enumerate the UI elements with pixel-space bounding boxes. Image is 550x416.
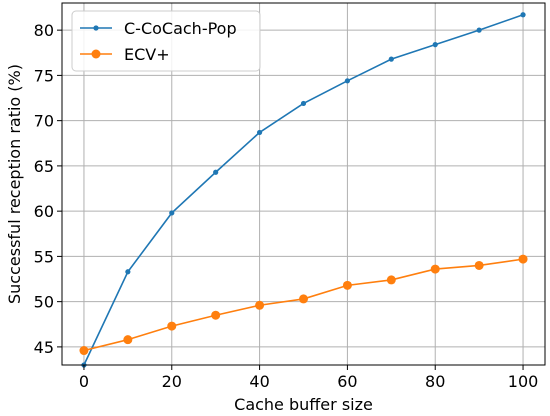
legend-label: ECV+ [124, 45, 170, 64]
y-tick-label: 80 [34, 21, 54, 40]
series-ecv-plus [79, 254, 528, 356]
y-tick-label: 75 [34, 66, 54, 85]
data-point [430, 264, 440, 274]
data-point [432, 42, 438, 48]
legend: C-CoCach-Pop ECV+ [71, 10, 261, 72]
legend-label: C-CoCach-Pop [124, 19, 237, 38]
y-tick-label: 70 [34, 112, 54, 131]
data-point [344, 78, 351, 84]
x-tick-label: 40 [249, 372, 269, 391]
series-line [83, 258, 524, 352]
x-tick-label: 60 [337, 372, 357, 391]
x-tick-label: 0 [79, 372, 89, 391]
data-point [299, 294, 308, 304]
data-point [476, 27, 482, 33]
legend-swatch-marker [91, 49, 101, 59]
data-point [213, 169, 219, 175]
plot-frame [61, 2, 546, 366]
x-tick-label: 100 [508, 372, 539, 391]
data-point [167, 321, 177, 331]
y-tick-label: 50 [34, 293, 54, 312]
data-point [342, 280, 352, 290]
data-point [388, 56, 394, 62]
data-point [474, 260, 484, 270]
legend-item: ECV+ [80, 45, 170, 64]
ticks: 0 20 40 60 80 100 45 50 55 60 65 70 75 80 [34, 21, 539, 391]
data-point [123, 335, 133, 345]
data-point [300, 100, 307, 107]
y-axis-title: Successful reception ratio (%) [5, 64, 24, 304]
data-point [518, 254, 528, 264]
data-point [256, 129, 263, 136]
data-point [125, 269, 131, 275]
x-tick-label: 20 [162, 372, 182, 391]
data-point [386, 275, 396, 285]
data-point [211, 310, 221, 320]
y-tick-label: 65 [34, 157, 54, 176]
data-point [169, 210, 175, 216]
x-tick-label: 80 [425, 372, 445, 391]
x-axis-title: Cache buffer size [234, 395, 373, 414]
y-tick-label: 60 [34, 202, 54, 221]
data-point [520, 12, 526, 18]
grid [62, 3, 545, 365]
data-point [255, 300, 265, 310]
series-c-cocach-pop [81, 12, 526, 368]
series-layer [79, 12, 528, 368]
y-tick-label: 45 [34, 338, 54, 357]
y-tick-label: 55 [34, 247, 54, 266]
legend-item: C-CoCach-Pop [80, 19, 237, 38]
legend-box [71, 10, 261, 72]
data-point [79, 346, 89, 356]
legend-swatch-marker [93, 25, 99, 31]
